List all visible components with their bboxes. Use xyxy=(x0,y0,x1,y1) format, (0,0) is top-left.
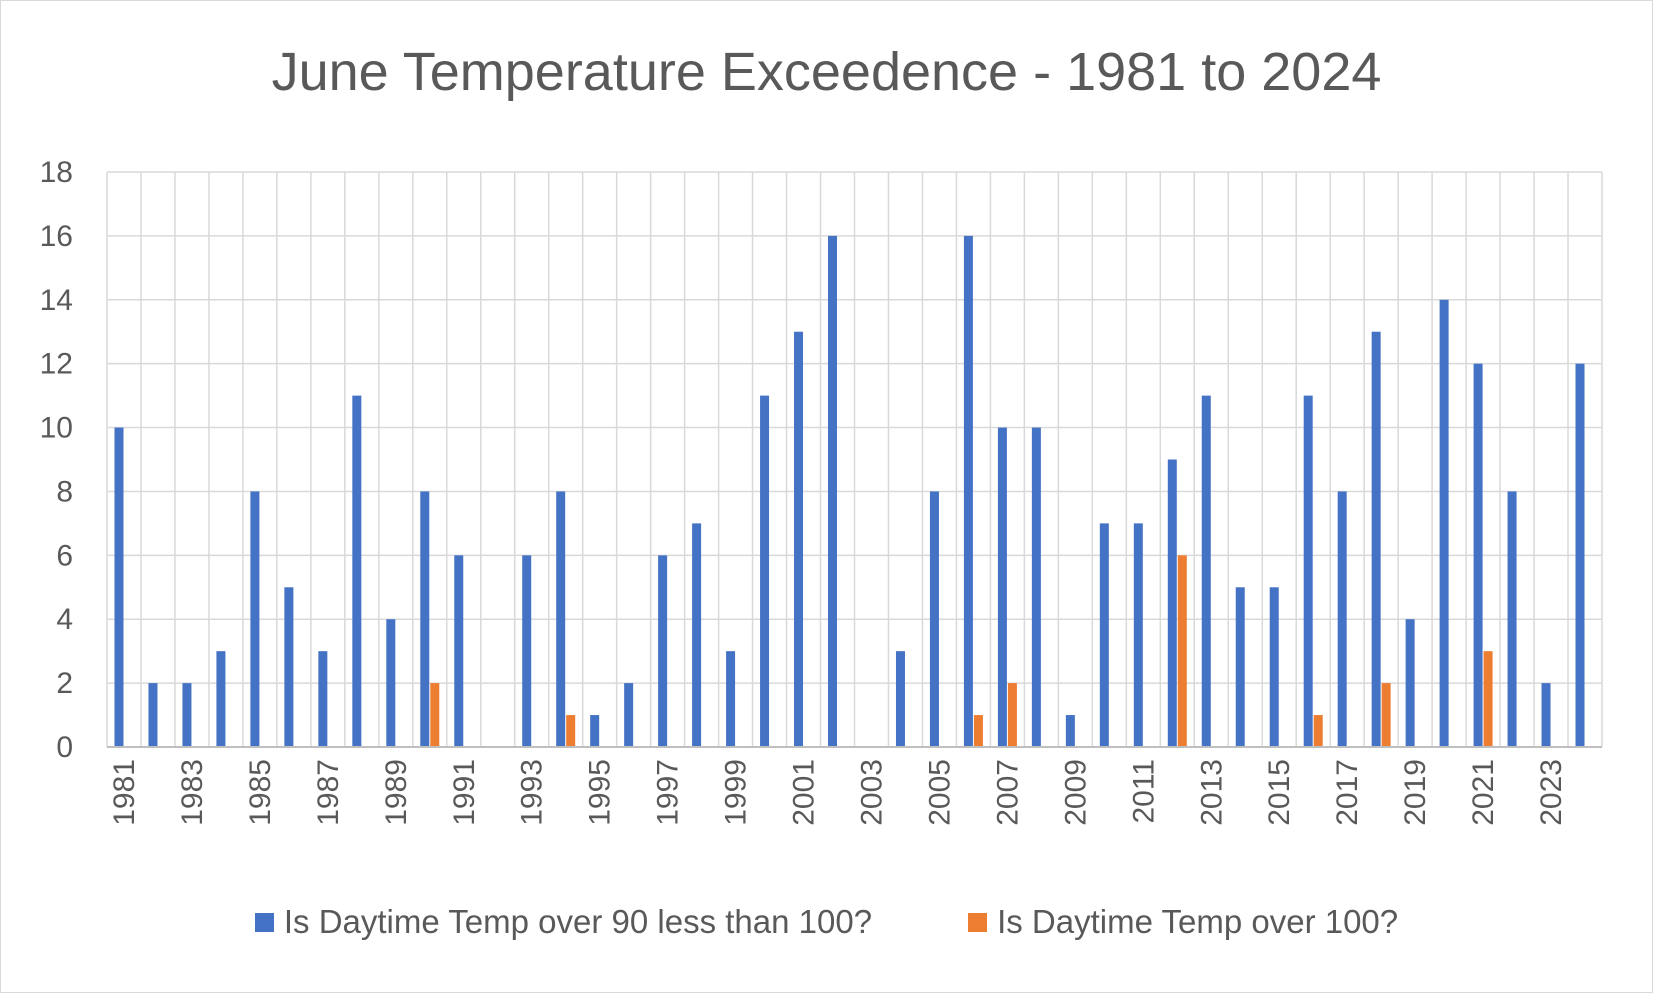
chart-title: June Temperature Exceedence - 1981 to 20… xyxy=(271,42,1382,102)
bar-series-2 xyxy=(430,683,440,747)
bar-series-1 xyxy=(352,395,362,747)
legend: Is Daytime Temp over 90 less than 100? I… xyxy=(1,903,1652,941)
x-tick-label: 2013 xyxy=(1195,759,1228,826)
legend-item-series-2: Is Daytime Temp over 100? xyxy=(968,903,1398,941)
x-tick-label: 1989 xyxy=(380,759,413,826)
bar-series-2 xyxy=(1483,651,1493,747)
bar-series-1 xyxy=(1269,587,1279,747)
bar-series-1 xyxy=(1371,331,1381,747)
bar-series-1 xyxy=(1473,363,1483,747)
legend-swatch-series-1 xyxy=(254,912,274,932)
bar-series-1 xyxy=(1439,299,1449,747)
bar-series-1 xyxy=(895,651,905,747)
bar-series-1 xyxy=(1031,427,1041,747)
bar-series-1 xyxy=(624,683,634,747)
bar-series-1 xyxy=(1133,523,1143,747)
bar-series-1 xyxy=(216,651,226,747)
x-tick-label: 2023 xyxy=(1535,759,1568,826)
x-tick-label: 2017 xyxy=(1331,759,1364,826)
x-tick-label: 2009 xyxy=(1059,759,1092,826)
x-tick-label: 2019 xyxy=(1399,759,1432,826)
bar-series-1 xyxy=(114,427,124,747)
bar-series-1 xyxy=(1405,619,1415,747)
y-tick-label: 14 xyxy=(40,284,73,317)
y-tick-label: 16 xyxy=(40,220,73,253)
bar-series-1 xyxy=(1507,491,1517,747)
x-tick-label: 1991 xyxy=(448,759,481,826)
x-tick-label: 2005 xyxy=(923,759,956,826)
x-tick-label: 1993 xyxy=(516,759,549,826)
x-tick-label: 2003 xyxy=(855,759,888,826)
bar-series-1 xyxy=(1099,523,1109,747)
x-tick-label: 1995 xyxy=(584,759,617,826)
bar-series-1 xyxy=(556,491,566,747)
bar-series-2 xyxy=(1177,555,1187,747)
y-tick-label: 4 xyxy=(56,603,73,636)
bar-series-1 xyxy=(828,235,838,747)
bar-series-1 xyxy=(1541,683,1551,747)
bar-series-1 xyxy=(794,331,804,747)
bar-series-1 xyxy=(760,395,770,747)
bar-series-1 xyxy=(658,555,668,747)
x-tick-label: 1981 xyxy=(108,759,141,826)
bar-series-1 xyxy=(590,715,600,747)
legend-swatch-series-2 xyxy=(968,912,988,932)
bar-series-2 xyxy=(1381,683,1391,747)
bar-series-2 xyxy=(1313,715,1323,747)
bar-series-1 xyxy=(1303,395,1313,747)
legend-label-series-2: Is Daytime Temp over 100? xyxy=(997,903,1399,940)
y-tick-label: 12 xyxy=(40,348,73,381)
bar-series-2 xyxy=(566,715,576,747)
bar-series-1 xyxy=(318,651,328,747)
y-tick-label: 10 xyxy=(40,412,73,445)
x-tick-label: 1997 xyxy=(652,759,685,826)
bar-series-1 xyxy=(963,235,973,747)
bar-series-1 xyxy=(1167,459,1177,747)
x-tick-label: 1987 xyxy=(312,759,345,826)
bar-series-1 xyxy=(1235,587,1245,747)
bar-series-1 xyxy=(522,555,532,747)
x-tick-label: 2001 xyxy=(788,759,821,826)
x-tick-label: 2007 xyxy=(991,759,1024,826)
bar-series-2 xyxy=(973,715,983,747)
bar-series-1 xyxy=(997,427,1007,747)
x-tick-label: 1985 xyxy=(244,759,277,826)
x-tick-label: 1983 xyxy=(176,759,209,826)
bar-series-1 xyxy=(929,491,939,747)
y-tick-label: 8 xyxy=(56,475,73,508)
bar-series-1 xyxy=(284,587,294,747)
x-tick-label: 1999 xyxy=(720,759,753,826)
legend-item-series-1: Is Daytime Temp over 90 less than 100? xyxy=(254,903,873,941)
y-tick-label: 18 xyxy=(40,156,73,189)
bar-series-1 xyxy=(692,523,702,747)
bar-series-2 xyxy=(1007,683,1017,747)
y-tick-label: 6 xyxy=(56,539,73,572)
bar-series-1 xyxy=(182,683,192,747)
y-tick-label: 0 xyxy=(56,731,73,764)
bar-series-1 xyxy=(726,651,736,747)
x-tick-label: 2011 xyxy=(1127,759,1160,824)
bar-series-1 xyxy=(148,683,158,747)
bar-series-1 xyxy=(1065,715,1075,747)
bar-series-1 xyxy=(1337,491,1347,747)
bar-series-1 xyxy=(1575,363,1585,747)
legend-label-series-1: Is Daytime Temp over 90 less than 100? xyxy=(283,903,873,940)
bar-series-1 xyxy=(420,491,430,747)
x-tick-label: 2021 xyxy=(1467,759,1500,826)
bar-series-1 xyxy=(250,491,260,747)
y-tick-label: 2 xyxy=(56,667,73,700)
bar-series-1 xyxy=(1201,395,1211,747)
x-tick-label: 2015 xyxy=(1263,759,1296,826)
bar-series-1 xyxy=(454,555,464,747)
bar-series-1 xyxy=(386,619,396,747)
